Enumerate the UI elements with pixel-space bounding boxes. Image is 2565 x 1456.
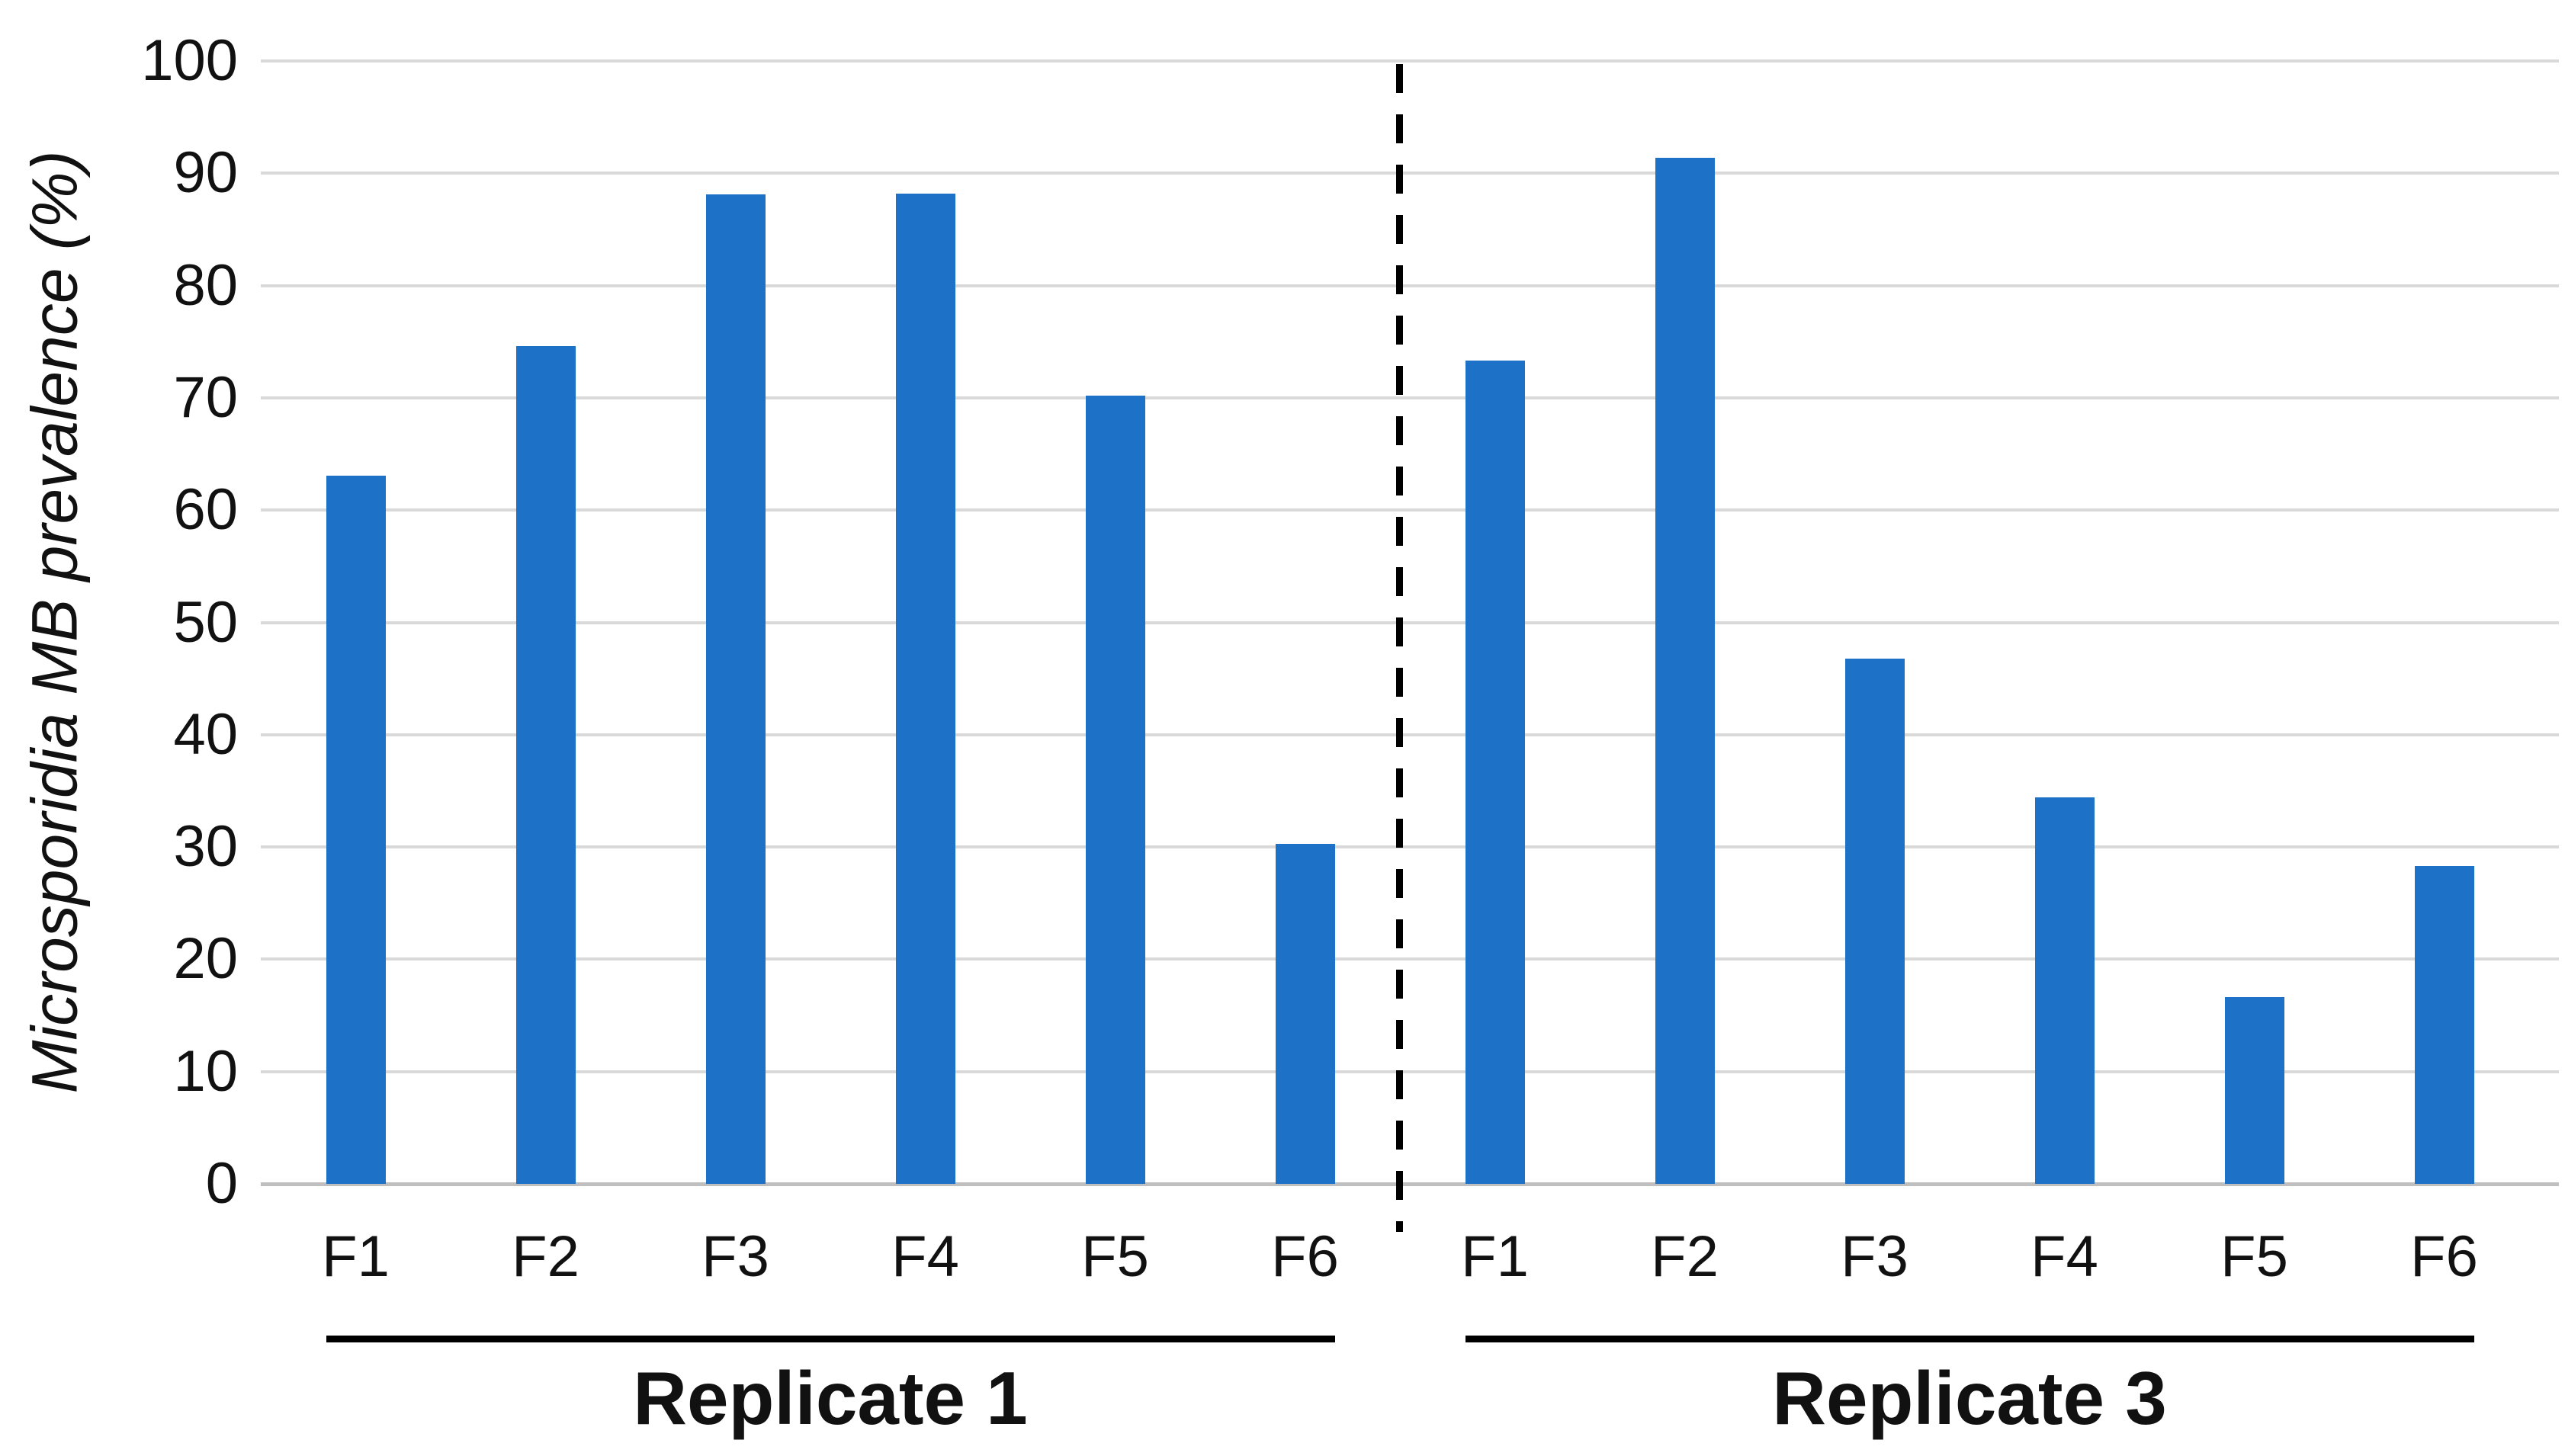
gridline-50	[261, 621, 2559, 624]
y-tick-label-10: 10	[173, 1038, 238, 1104]
gridline-30	[261, 845, 2559, 849]
gridline-90	[261, 172, 2559, 175]
x-tick-label-replicate-3-F5: F5	[2220, 1224, 2288, 1289]
x-tick-label-replicate-3-F2: F2	[1651, 1224, 1719, 1289]
gridline-40	[261, 733, 2559, 736]
y-tick-label-40: 40	[173, 701, 238, 767]
bar-replicate-1-F5	[1085, 395, 1145, 1184]
bar-replicate-1-F1	[326, 475, 386, 1184]
x-tick-label-replicate-1-F5: F5	[1081, 1224, 1149, 1289]
group-label-replicate-1: Replicate 1	[633, 1356, 1028, 1440]
bar-replicate-1-F4	[895, 193, 955, 1184]
group-separator-dashed-line	[1396, 64, 1403, 1232]
y-tick-label-0: 0	[205, 1151, 238, 1216]
bar-replicate-3-F6	[2414, 866, 2474, 1184]
x-tick-label-replicate-1-F3: F3	[701, 1224, 769, 1289]
bar-replicate-1-F2	[515, 346, 576, 1184]
bar-replicate-3-F3	[1844, 658, 1905, 1184]
y-tick-label-20: 20	[173, 926, 238, 992]
gridline-100	[261, 59, 2559, 63]
x-tick-label-replicate-1-F6: F6	[1271, 1224, 1339, 1289]
gridline-20	[261, 957, 2559, 961]
y-tick-label-50: 50	[173, 589, 238, 655]
group-underline-2	[1465, 1336, 2474, 1342]
y-tick-label-30: 30	[173, 814, 238, 880]
x-tick-label-replicate-1-F4: F4	[891, 1224, 959, 1289]
x-tick-label-replicate-3-F4: F4	[2030, 1224, 2098, 1289]
x-tick-label-replicate-3-F1: F1	[1461, 1224, 1529, 1289]
gridline-10	[261, 1070, 2559, 1073]
gridline-0	[261, 1182, 2559, 1186]
y-tick-label-70: 70	[173, 364, 238, 430]
x-tick-label-replicate-3-F3: F3	[1841, 1224, 1909, 1289]
bar-replicate-1-F6	[1275, 843, 1335, 1184]
bar-replicate-3-F4	[2034, 797, 2095, 1184]
x-tick-label-replicate-1-F1: F1	[322, 1224, 390, 1289]
gridline-70	[261, 396, 2559, 399]
y-tick-label-90: 90	[173, 140, 238, 206]
y-tick-label-100: 100	[141, 28, 238, 93]
y-tick-label-60: 60	[173, 477, 238, 543]
x-tick-label-replicate-3-F6: F6	[2410, 1224, 2478, 1289]
bar-replicate-3-F2	[1655, 157, 1715, 1184]
bar-replicate-3-F5	[2224, 997, 2284, 1184]
gridline-60	[261, 508, 2559, 512]
group-underline-1	[326, 1336, 1335, 1342]
bar-replicate-1-F3	[705, 194, 766, 1184]
y-tick-label-80: 80	[173, 252, 238, 318]
gridline-80	[261, 284, 2559, 287]
x-tick-label-replicate-1-F2: F2	[512, 1224, 579, 1289]
bar-replicate-3-F1	[1465, 361, 1525, 1184]
group-label-replicate-3: Replicate 3	[1772, 1356, 2167, 1440]
